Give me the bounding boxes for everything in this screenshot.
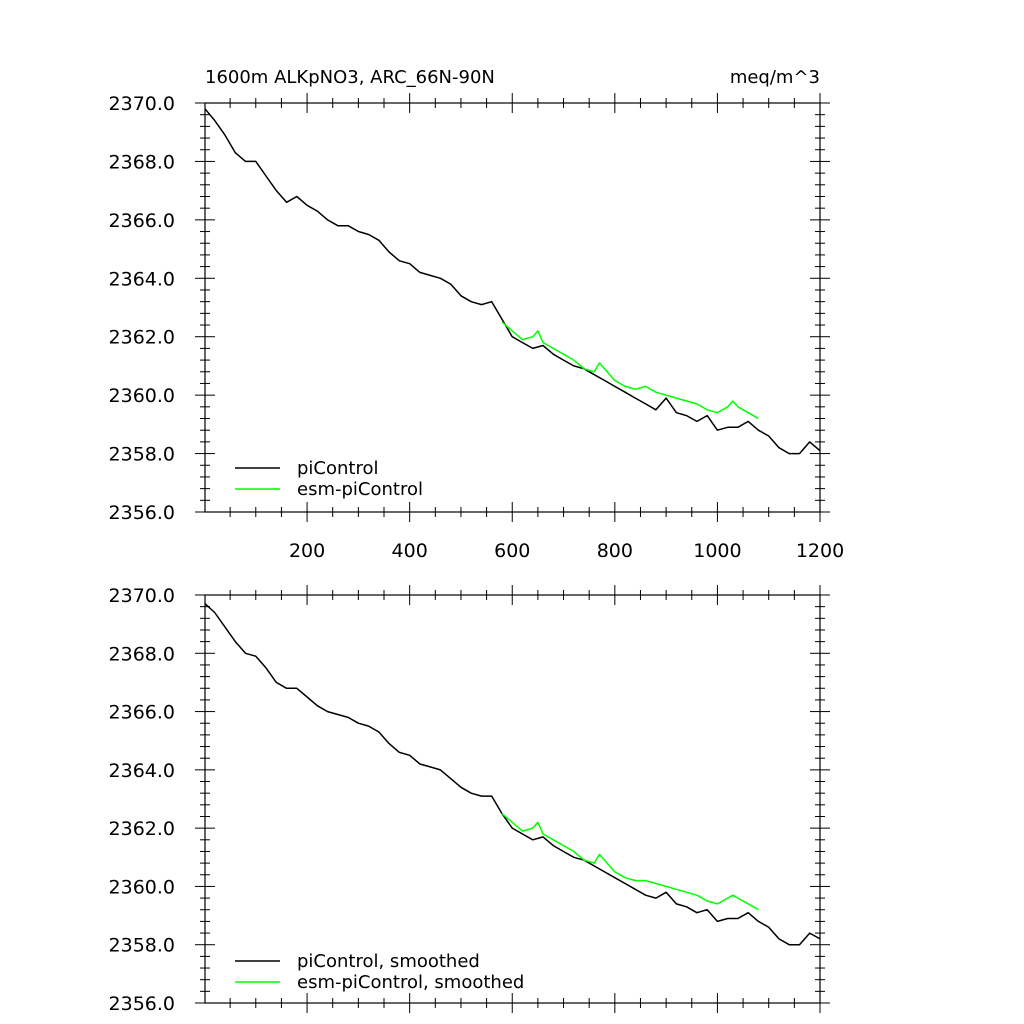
- y-tick-label: 2362.0: [109, 327, 175, 349]
- legend-label: piControl: [297, 458, 379, 479]
- legend-label: piControl, smoothed: [297, 951, 480, 972]
- y-tick-label: 2356.0: [109, 502, 175, 524]
- y-tick-label: 2366.0: [109, 210, 175, 232]
- series-line-2: [501, 321, 759, 420]
- x-tick-label: 200: [289, 540, 325, 562]
- x-tick-label: 1200: [796, 540, 844, 562]
- x-tick-label: 400: [392, 540, 428, 562]
- legend-label: esm-piControl, smoothed: [297, 972, 524, 993]
- x-tick-label: 800: [597, 540, 633, 562]
- y-tick-label: 2370.0: [109, 585, 175, 607]
- series-line-1: [204, 603, 821, 946]
- y-tick-label: 2356.0: [109, 993, 175, 1015]
- y-tick-label: 2362.0: [109, 818, 175, 840]
- y-tick-label: 2358.0: [109, 444, 175, 466]
- y-tick-label: 2360.0: [109, 876, 175, 898]
- x-tick-label: 600: [494, 540, 530, 562]
- y-tick-label: 2364.0: [109, 760, 175, 782]
- y-tick-label: 2368.0: [109, 643, 175, 665]
- y-tick-label: 2360.0: [109, 385, 175, 407]
- axis-ticks: [195, 93, 830, 522]
- plot-frame: [204, 594, 821, 1004]
- x-tick-label: 1000: [693, 540, 741, 562]
- panel-2: 2356.0 2358.0 2360.0 2362.0 2364.0 2366.0 2368…: [109, 585, 830, 1015]
- y-tick-label: 2364.0: [109, 268, 175, 290]
- y-tick-label: 2358.0: [109, 935, 175, 957]
- y-tick-label: 2370.0: [109, 93, 175, 115]
- y-tick-label: 2366.0: [109, 702, 175, 724]
- panel-1: 1600m ALKpNO3, ARC_66N-90N meq/m^3 2356.0 2…: [109, 67, 845, 562]
- y-tick-label: 2368.0: [109, 151, 175, 173]
- chart-title: 1600m ALKpNO3, ARC_66N-90N: [205, 67, 495, 88]
- plot-frame: [204, 102, 821, 513]
- legend-label: esm-piControl: [297, 479, 423, 500]
- units-label: meq/m^3: [730, 67, 820, 88]
- axis-ticks: [195, 585, 830, 1013]
- series-line-1: [204, 108, 821, 455]
- series-line-2: [501, 813, 759, 911]
